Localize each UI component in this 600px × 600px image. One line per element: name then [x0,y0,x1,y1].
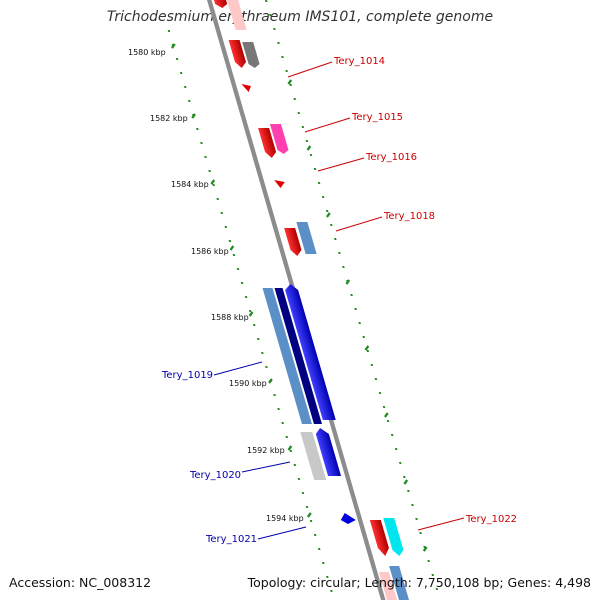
tick-label-1580: 1580 kbp [128,48,166,57]
gene-red-1018[interactable] [284,228,303,256]
tick-label-1592: 1592 kbp [247,446,285,455]
gene-top-pink[interactable] [227,0,247,30]
gene-red-1022[interactable] [369,520,391,556]
tick-label-1588: 1588 kbp [211,313,249,322]
leader-line-1020 [241,461,291,473]
gene-label-tery-1015[interactable]: Tery_1015 [351,112,403,123]
gene-steelblue-1018[interactable] [296,222,317,254]
leader-line-1014 [287,61,333,78]
tick-label-1594: 1594 kbp [266,514,304,523]
gene-cyan-1022[interactable] [383,518,405,556]
gene-navy-1019[interactable] [274,288,322,424]
gene-magenta-1015[interactable] [269,124,290,154]
gene-steelblue-1019[interactable] [262,288,312,424]
leader-line-1021 [257,526,307,540]
leader-line-1016 [317,157,365,172]
gene-top-red[interactable] [214,0,228,8]
gene-label-tery-1016[interactable]: Tery_1016 [365,152,417,163]
tick-label-1584: 1584 kbp [171,180,209,189]
gene-label-tery-1021[interactable]: Tery_1021 [205,534,257,545]
outer-tick-marks [171,43,312,518]
inner-dotted-track [265,0,442,600]
accession-text: Accession: NC_008312 [9,575,152,590]
gene-bottom-steelblue[interactable] [389,566,410,600]
genome-title: Trichodesmium erythraeum IMS101, complet… [106,9,494,25]
gene-blue-1021[interactable] [339,513,357,524]
gene-small-red-a[interactable] [241,84,252,92]
gene-label-tery-1022[interactable]: Tery_1022 [465,514,517,525]
leader-line-1019 [213,361,263,376]
tick-label-1586: 1586 kbp [191,247,229,256]
leader-line-1015 [304,117,351,133]
gene-blue-1019[interactable] [283,284,336,420]
gene-grey-1014[interactable] [242,42,261,68]
leader-line-1018 [335,216,383,232]
genome-summary-text: Topology: circular; Length: 7,750,108 bp… [247,575,591,590]
gene-label-tery-1019[interactable]: Tery_1019 [161,370,213,381]
leader-line-1022 [417,517,465,531]
gene-label-tery-1018[interactable]: Tery_1018 [383,211,435,222]
gene-label-tery-1014[interactable]: Tery_1014 [333,56,385,67]
gene-blue-1020[interactable] [314,428,342,476]
gene-red-1014a[interactable] [228,40,248,68]
gene-silver-1020[interactable] [300,432,327,480]
gene-bottom-pink[interactable] [378,572,398,600]
gene-red-1015[interactable] [258,128,278,158]
gene-small-red-b[interactable] [274,180,286,188]
gene-label-tery-1020[interactable]: Tery_1020 [189,470,241,481]
inner-tick-marks [287,79,428,552]
tick-label-1590: 1590 kbp [229,379,267,388]
tick-label-1582: 1582 kbp [150,114,188,123]
